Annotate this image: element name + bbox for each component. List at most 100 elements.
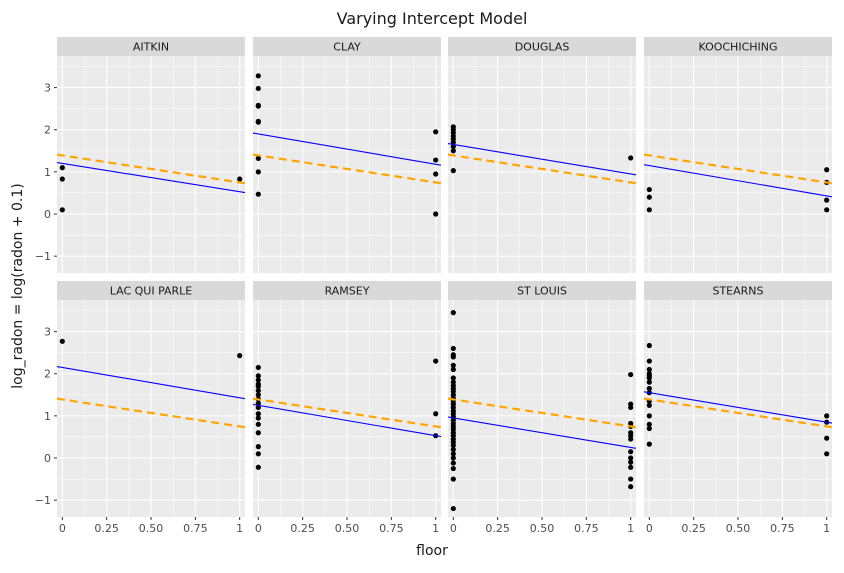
strip-background xyxy=(644,37,832,56)
data-point xyxy=(628,459,634,465)
chart-title: Varying Intercept Model xyxy=(337,9,528,28)
facet-panel: CLAY xyxy=(253,37,441,273)
data-point xyxy=(450,446,456,453)
county-regression-line xyxy=(57,162,245,194)
data-point xyxy=(450,139,456,145)
data-point xyxy=(450,442,456,448)
x-tick-label: 1 xyxy=(627,522,634,535)
panel-content xyxy=(448,310,636,512)
x-tick-label: 0.25 xyxy=(94,522,119,535)
data-point xyxy=(450,451,456,457)
data-point xyxy=(433,211,439,217)
data-point xyxy=(646,194,652,200)
data-point xyxy=(255,119,261,125)
pooled-regression-line xyxy=(448,153,636,185)
y-tick-label: 3 xyxy=(44,326,51,339)
pooled-regression-line xyxy=(644,397,832,429)
data-point xyxy=(824,197,830,203)
data-point xyxy=(628,436,634,442)
data-point xyxy=(433,157,439,163)
data-point xyxy=(255,392,261,398)
pooled-regression-line xyxy=(644,153,832,185)
facet-panel: RAMSEY 0 0.25 0.50 0.75 1 xyxy=(253,281,441,535)
data-point xyxy=(824,451,830,457)
data-point xyxy=(450,143,456,150)
data-point xyxy=(255,444,261,450)
data-point xyxy=(450,505,456,512)
data-point xyxy=(255,169,261,175)
y-tick-label: 0 xyxy=(44,208,51,221)
x-tick-label: 1 xyxy=(823,522,830,535)
pooled-regression-line xyxy=(57,397,245,429)
county-regression-line xyxy=(253,132,441,166)
x-tick-label: 0.75 xyxy=(770,522,795,535)
strip-label: LAC QUI PARLE xyxy=(110,285,193,298)
pooled-regression-line xyxy=(253,397,441,429)
data-point xyxy=(433,129,439,135)
strip-background xyxy=(644,281,832,300)
x-axis-title: floor xyxy=(416,543,448,559)
data-point xyxy=(255,103,261,109)
x-tick-label: 1 xyxy=(432,522,439,535)
data-point xyxy=(237,353,243,359)
data-point xyxy=(646,207,652,213)
pooled-regression-line xyxy=(253,153,441,185)
strip-background xyxy=(57,37,245,56)
data-point xyxy=(255,85,261,92)
county-regression-line xyxy=(57,365,245,400)
y-tick-label: −1 xyxy=(35,250,51,263)
data-point xyxy=(628,404,634,411)
data-point xyxy=(646,366,652,373)
data-point xyxy=(628,484,634,490)
data-point xyxy=(450,375,456,381)
y-tick-label: 3 xyxy=(44,82,51,95)
strip-label: CLAY xyxy=(333,41,361,54)
strip-background xyxy=(57,281,245,300)
data-point xyxy=(824,207,830,213)
data-point xyxy=(255,430,261,436)
panel-content xyxy=(253,358,441,470)
data-point xyxy=(433,358,439,364)
x-tick-label: 0.50 xyxy=(139,522,164,535)
data-point xyxy=(646,186,652,193)
data-point xyxy=(450,455,456,461)
x-tick-label: 0.75 xyxy=(574,522,599,535)
panel-content xyxy=(448,124,636,185)
x-tick-label: 0 xyxy=(450,522,457,535)
data-point xyxy=(646,413,652,419)
x-tick-label: 0.50 xyxy=(530,522,555,535)
data-point xyxy=(646,358,652,364)
data-point xyxy=(255,373,261,379)
data-point xyxy=(59,338,65,344)
data-point xyxy=(59,207,65,213)
data-point xyxy=(646,379,652,385)
y-tick-label: −1 xyxy=(35,494,51,507)
data-point xyxy=(255,421,261,427)
data-point xyxy=(628,455,634,461)
data-point xyxy=(255,387,261,394)
x-tick-label: 0.25 xyxy=(290,522,315,535)
county-regression-line xyxy=(448,143,636,176)
data-point xyxy=(646,441,652,447)
data-point xyxy=(255,404,261,411)
data-point xyxy=(628,155,634,161)
strip-label: KOOCHICHING xyxy=(698,41,777,54)
data-point xyxy=(824,435,830,441)
y-tick-label: 1 xyxy=(44,166,51,179)
x-tick-label: 0.25 xyxy=(485,522,510,535)
facet-panel: ST LOUIS 0 0.25 0.50 0.75 1 xyxy=(448,281,636,535)
data-point xyxy=(255,411,261,417)
strip-label: DOUGLAS xyxy=(515,41,570,54)
y-tick-label: 2 xyxy=(44,124,51,137)
data-point xyxy=(450,168,456,174)
strip-background xyxy=(253,37,441,56)
data-point xyxy=(450,362,456,368)
data-point xyxy=(59,165,65,171)
panel-content xyxy=(57,153,245,213)
data-point xyxy=(255,73,261,79)
data-point xyxy=(255,383,261,389)
panel-content xyxy=(253,73,441,217)
data-point xyxy=(237,176,243,182)
